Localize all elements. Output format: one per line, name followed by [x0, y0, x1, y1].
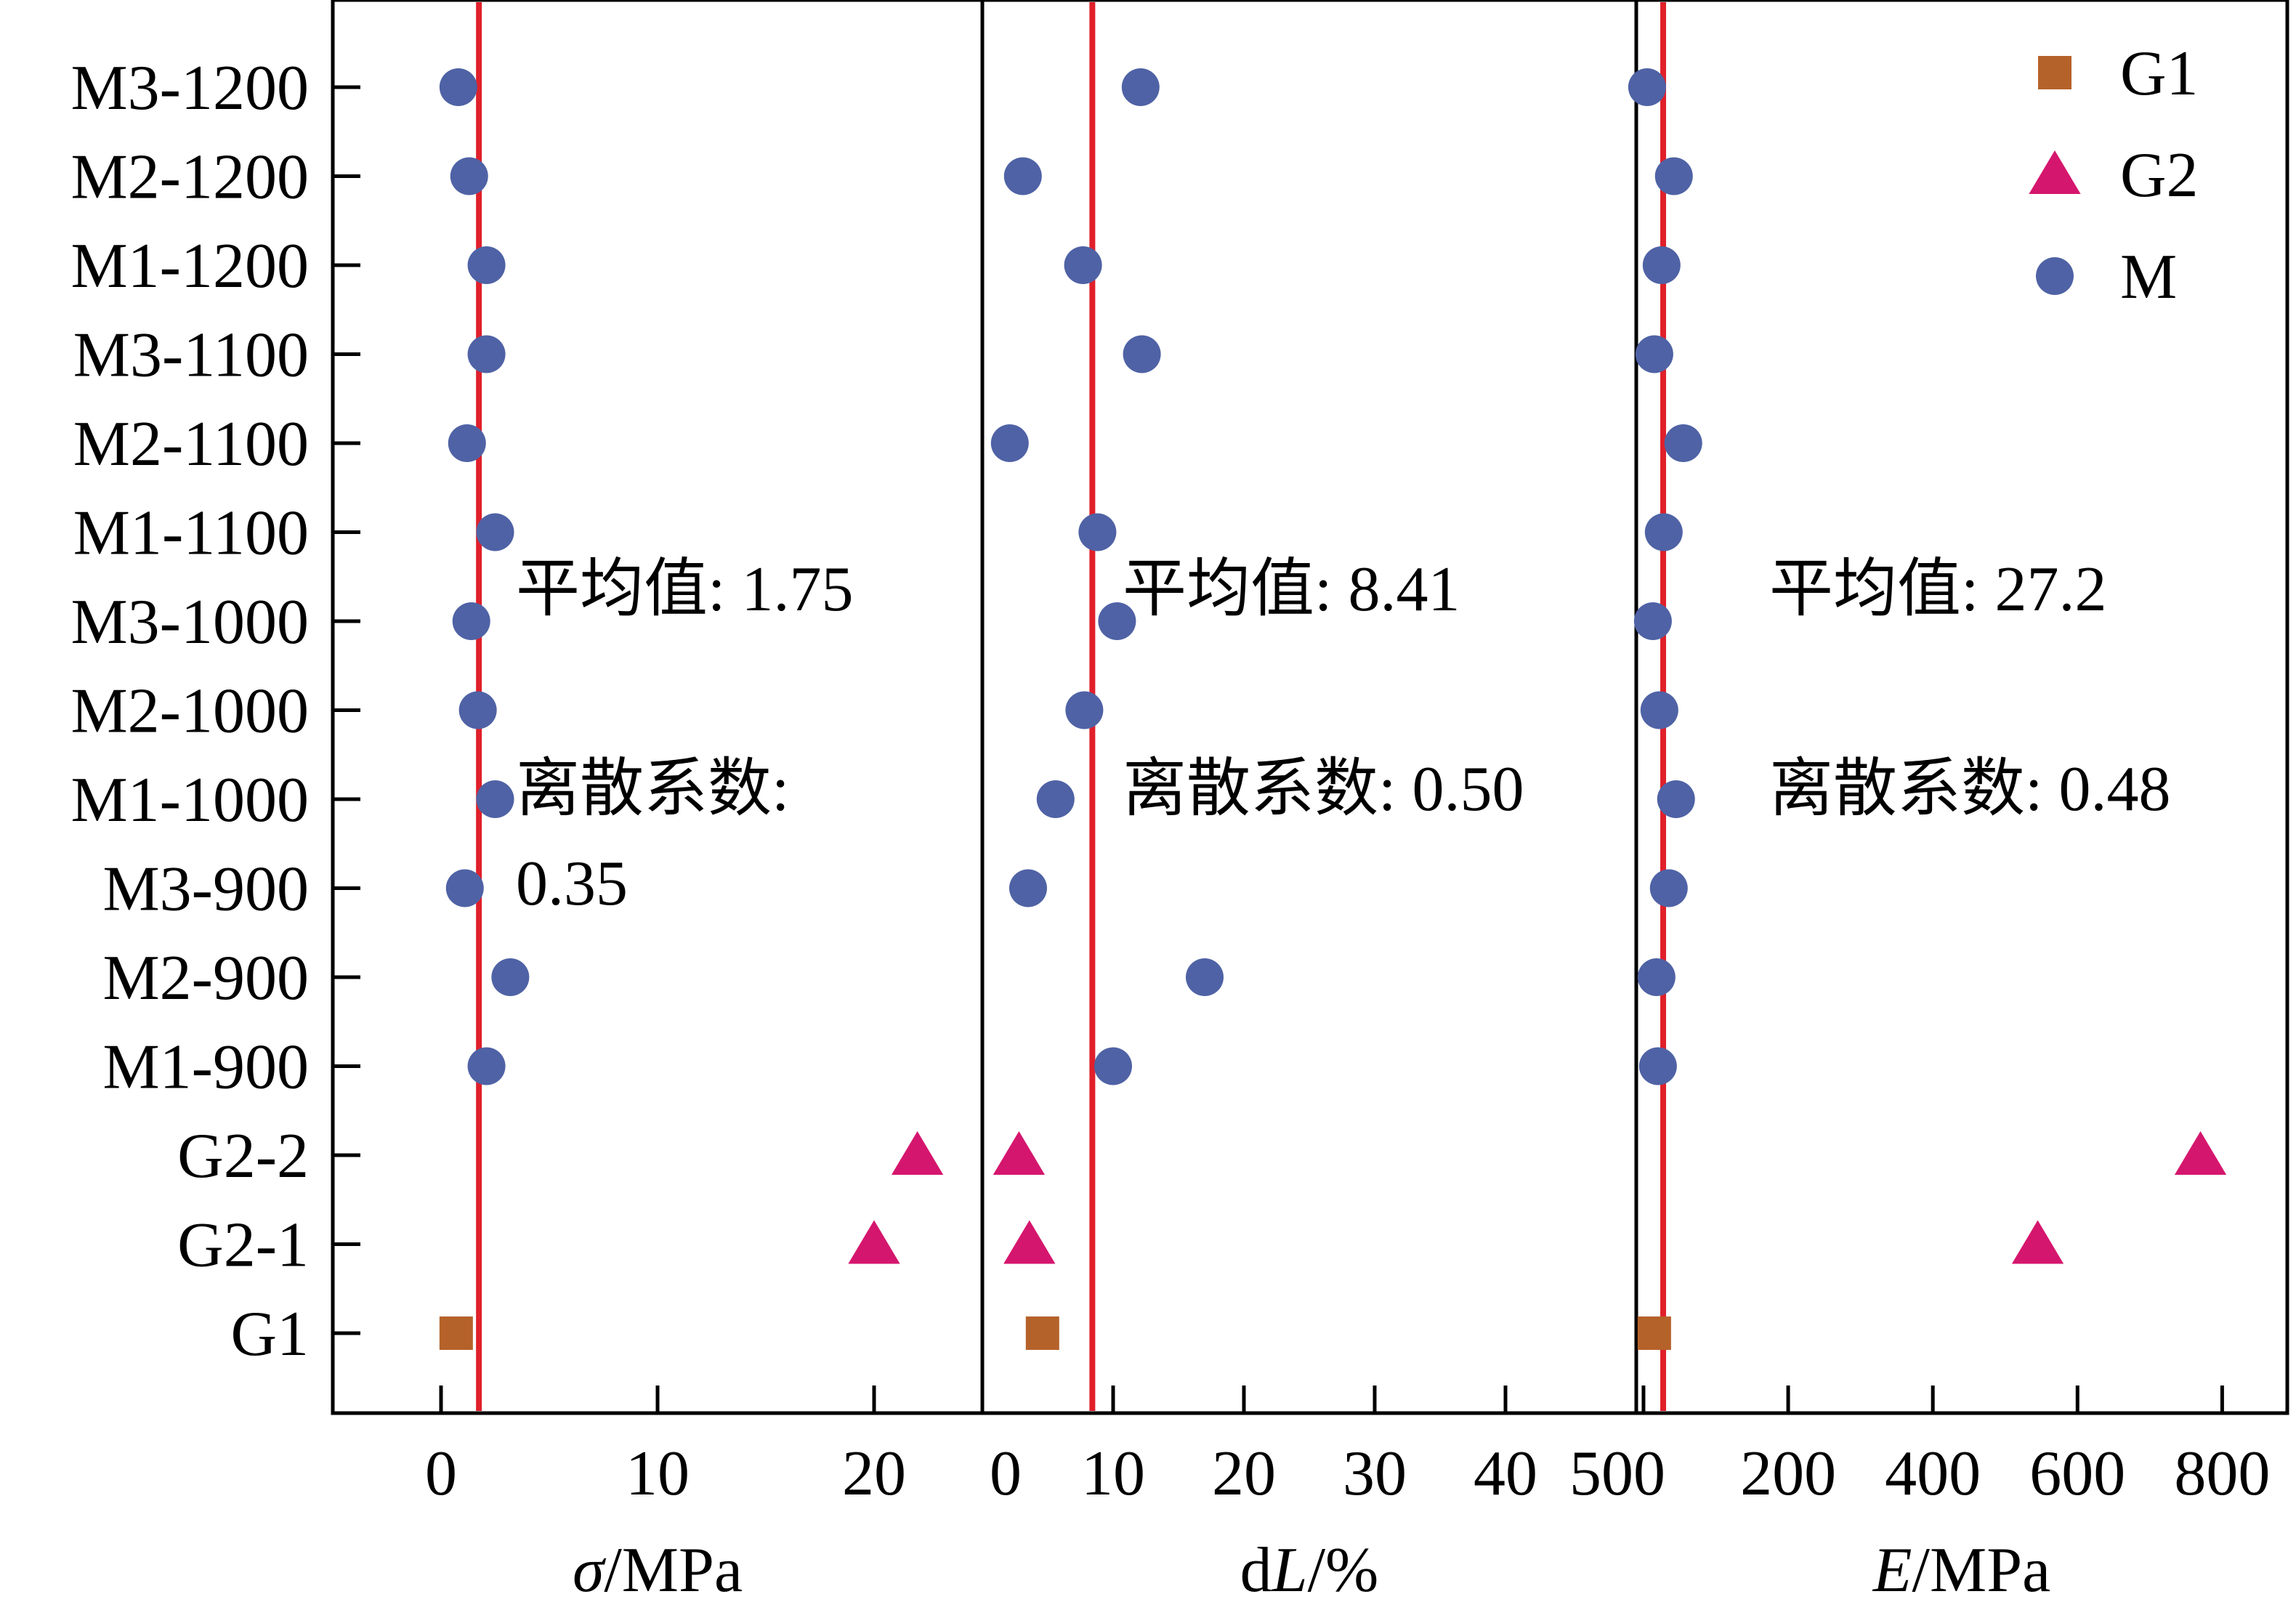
data-point — [1637, 1316, 1671, 1350]
category-tick-label: G2-1 — [177, 1210, 309, 1281]
x-tick-label: 50 — [1569, 1439, 1633, 1509]
data-point — [1036, 780, 1075, 818]
data-point — [1657, 780, 1695, 818]
data-point — [1064, 246, 1102, 284]
data-point — [1649, 869, 1688, 907]
data-point — [990, 424, 1029, 462]
plot-frame — [331, 0, 2289, 1415]
data-point — [445, 869, 484, 907]
legend-marker — [2038, 56, 2071, 89]
data-point — [467, 335, 506, 373]
data-point — [848, 1220, 900, 1264]
legend-label: G1 — [2120, 39, 2199, 109]
x-axis-label: dL/% — [1240, 1535, 1379, 1602]
cv-annotation: 离散系数: — [516, 754, 789, 825]
data-point — [439, 1316, 473, 1350]
x-tick-label: 0 — [425, 1439, 457, 1509]
data-marks — [439, 2, 2227, 1411]
mean-annotation: 平均值: 27.2 — [1769, 554, 2106, 625]
data-point — [1078, 513, 1117, 551]
legend-label: M — [2120, 242, 2177, 312]
data-point — [1664, 424, 1702, 462]
data-point — [1633, 602, 1672, 640]
cv-annotation: 0.35 — [516, 849, 628, 919]
data-point — [891, 1131, 944, 1176]
data-point — [1123, 335, 1161, 373]
data-point — [1003, 157, 1042, 195]
x-tick-label: 200 — [1740, 1439, 1836, 1509]
mean-annotation: 平均值: 8.41 — [1123, 554, 1460, 625]
data-point — [439, 68, 477, 106]
panel-border — [1634, 0, 2289, 1415]
data-point — [476, 780, 514, 818]
data-point — [1003, 1220, 1056, 1264]
data-point — [1654, 157, 1693, 195]
data-point — [1121, 68, 1160, 106]
data-point — [1640, 691, 1678, 729]
x-tick-label: 30 — [1343, 1439, 1407, 1509]
data-point — [1637, 958, 1675, 996]
x-tick-label: 40 — [1474, 1439, 1537, 1509]
data-point — [993, 1131, 1046, 1176]
category-tick-label: M1-900 — [102, 1032, 309, 1103]
category-tick-label: M2-1100 — [73, 409, 309, 480]
data-point — [2174, 1131, 2227, 1176]
data-point — [450, 157, 488, 195]
category-tick-label: G1 — [230, 1299, 309, 1370]
text-labels: G1 G2-1 G2-2 M1-900 M2-900 M3-900 M1-1000 M2-10… — [70, 53, 2270, 1602]
data-point — [476, 513, 514, 551]
mean-annotation: 平均值: 1.75 — [516, 554, 853, 625]
data-point — [1644, 513, 1683, 551]
legend-marker — [2036, 257, 2074, 295]
category-tick-label: M3-1000 — [70, 587, 309, 658]
cv-annotation: 离散系数: 0.50 — [1123, 754, 1524, 825]
data-point — [1638, 1047, 1677, 1085]
x-axis-label: σ/MPa — [573, 1535, 743, 1602]
x-tick-label: 20 — [842, 1439, 906, 1509]
category-tick-label: M3-900 — [102, 854, 309, 925]
category-tick-label: M3-1100 — [73, 320, 309, 391]
cv-annotation: 离散系数: 0.48 — [1769, 754, 2170, 825]
x-tick-label: 20 — [1212, 1439, 1276, 1509]
data-point — [1186, 958, 1224, 996]
legend: G1 G2 M — [2029, 39, 2199, 312]
x-tick-label: 0 — [990, 1439, 1022, 1509]
data-point — [1065, 691, 1104, 729]
x-tick-label: 600 — [2029, 1439, 2125, 1509]
legend-marker — [2029, 150, 2081, 195]
category-tick-label: M1-1200 — [70, 231, 309, 302]
category-tick-label: M2-900 — [102, 943, 309, 1014]
data-point — [1025, 1316, 1059, 1350]
category-tick-label: M3-1200 — [70, 53, 309, 124]
category-tick-label: M1-1100 — [73, 498, 309, 569]
category-tick-label: M2-1200 — [70, 142, 309, 213]
data-point — [467, 246, 506, 284]
data-point — [1094, 1047, 1132, 1085]
legend-label: G2 — [2120, 140, 2199, 211]
data-point — [1009, 869, 1047, 907]
x-tick-label: 10 — [1081, 1439, 1145, 1509]
data-point — [452, 602, 490, 640]
category-tick-label: M1-1000 — [70, 765, 309, 836]
panel-border — [331, 0, 985, 1415]
x-tick-label: 400 — [1885, 1439, 1981, 1509]
x-axis-label: E/MPa — [1872, 1535, 2050, 1602]
data-point — [448, 424, 486, 462]
data-point — [467, 1047, 506, 1085]
x-tick-label: 10 — [626, 1439, 690, 1509]
data-point — [491, 958, 530, 996]
data-point — [1635, 335, 1673, 373]
category-tick-label: M2-1000 — [70, 676, 309, 747]
x-tick-label: 800 — [2174, 1439, 2270, 1509]
data-point — [1628, 68, 1666, 106]
data-point — [2011, 1220, 2064, 1264]
data-point — [1098, 602, 1136, 640]
category-tick-label: G2-2 — [177, 1121, 309, 1192]
x-tick-label: 0 — [1633, 1439, 1665, 1509]
data-point — [1642, 246, 1681, 284]
data-point — [458, 691, 497, 729]
